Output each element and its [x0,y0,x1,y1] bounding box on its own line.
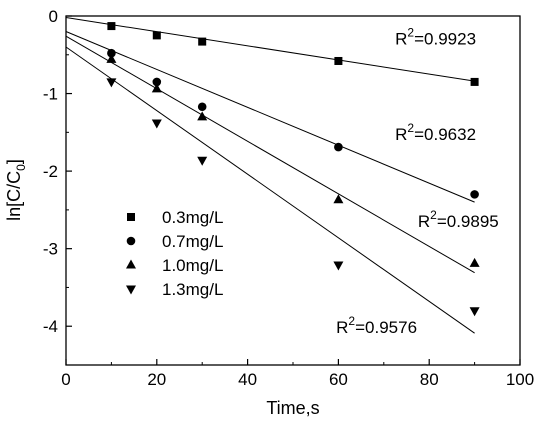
data-point [334,142,343,152]
legend-marker [126,285,136,295]
data-point [333,194,344,204]
data-point [333,261,344,271]
r-squared-superscript: 2 [430,208,437,222]
x-tick-label: 40 [238,370,257,389]
x-tick-label: 80 [420,370,439,389]
data-point [152,77,162,87]
y-tick-label: -1 [43,85,58,104]
y-tick-label: -4 [43,317,58,336]
data-point [198,37,207,46]
data-point [107,22,116,31]
y-axis-title-main: ln[C/C [4,171,24,221]
r-squared-superscript: 2 [407,121,414,135]
x-tick-label: 60 [329,370,348,389]
r-squared-superscript: 2 [348,314,355,328]
r-squared-label: R2=0.9576 [336,314,417,337]
data-point [469,307,480,317]
legend-label: 1.3mg/L [162,280,223,299]
r-squared-value: =0.9923 [414,30,476,49]
r-squared-label: R2=0.9632 [395,121,476,144]
legend-marker [126,236,136,246]
legend-marker [127,213,135,221]
data-point [197,111,208,121]
data-markers [106,22,480,317]
fit-lines [65,17,475,334]
r-squared-symbol: R [418,212,430,231]
data-point [197,102,207,112]
fit-line [65,46,475,334]
x-tick-label: 0 [61,370,70,389]
y-tick-label: -3 [43,240,58,259]
data-point [152,31,161,40]
fit-line [65,35,475,274]
r-squared-value: =0.9576 [355,318,417,337]
x-axis-title: Time,s [266,398,319,418]
y-axis-ticks: 0 -1 -2 -3 -4 [43,7,72,366]
fit-line [65,31,475,203]
data-point [469,257,480,267]
fit-line [65,17,475,82]
y-axis-title-subscript: 0 [14,164,28,171]
data-point [107,48,116,58]
data-point [334,56,343,65]
data-point [106,53,117,63]
legend-marker [126,259,136,269]
plot-frame [65,15,521,366]
legend-label: 0.7mg/L [162,232,223,251]
x-tick-label: 20 [147,370,166,389]
data-point [151,119,162,129]
r-squared-value: =0.9632 [414,125,476,144]
data-point [151,83,162,93]
y-tick-label: 0 [49,7,58,26]
x-axis-ticks: 0 20 40 60 80 100 [61,359,534,389]
r-squared-symbol: R [395,30,407,49]
y-axis-title: ln[C/C0] [4,159,28,221]
r-squared-label: R2=0.9895 [418,208,499,231]
r-squared-value: =0.9895 [437,212,499,231]
r-squared-superscript: 2 [407,26,414,40]
data-point [197,156,208,166]
legend: 0.3mg/L 0.7mg/L 1.0mg/L 1.3mg/L [126,208,223,299]
y-tick-label: -2 [43,162,58,181]
data-point [470,190,479,199]
y-axis-title-end: ] [4,159,24,164]
legend-label: 0.3mg/L [162,208,223,227]
x-tick-label: 100 [506,370,534,389]
r-squared-symbol: R [336,318,348,337]
legend-label: 1.0mg/L [162,256,223,275]
r-squared-label: R2=0.9923 [395,26,476,49]
data-point [470,77,479,86]
data-point [106,78,117,88]
plot-area-border [65,15,521,366]
r-squared-symbol: R [395,125,407,144]
